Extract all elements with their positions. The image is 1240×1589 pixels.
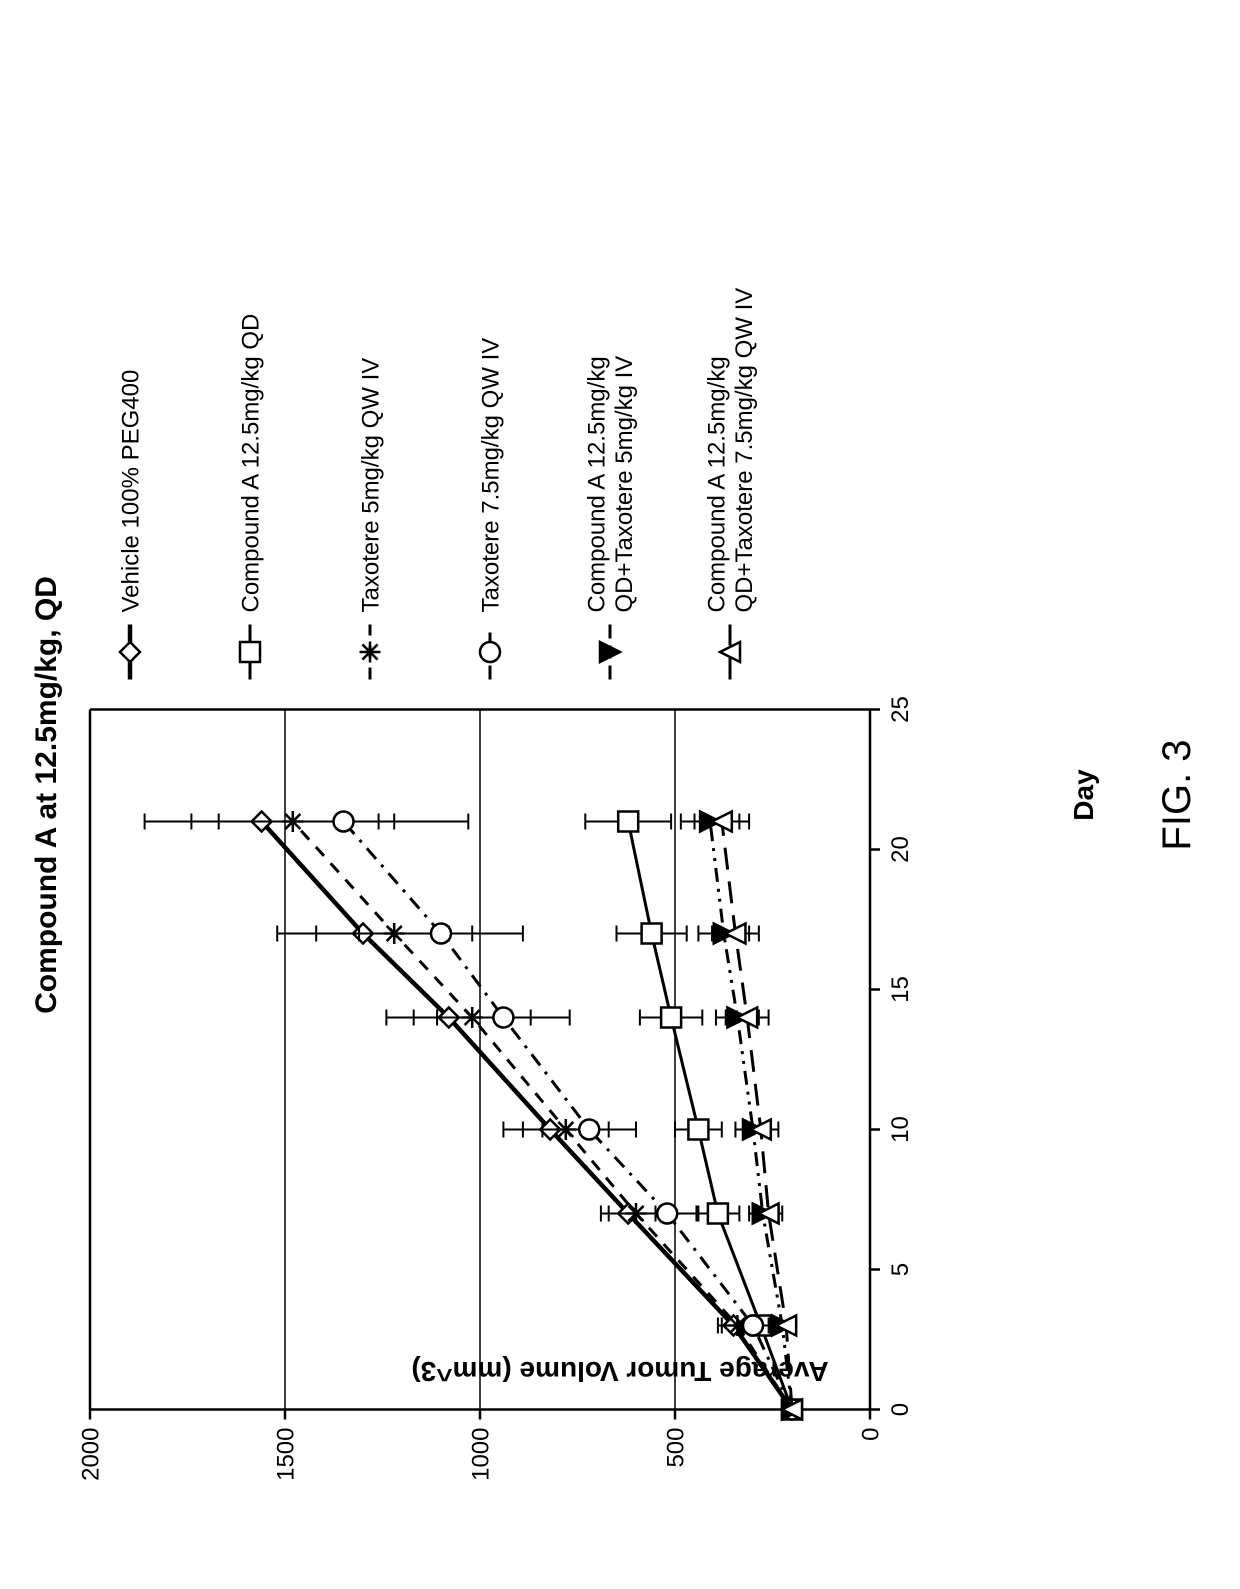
svg-text:20: 20 (887, 836, 914, 863)
svg-text:Taxotere 7.5mg/kg QW IV: Taxotere 7.5mg/kg QW IV (477, 337, 504, 612)
svg-text:1000: 1000 (467, 1427, 494, 1480)
svg-text:500: 500 (662, 1427, 689, 1467)
svg-text:10: 10 (887, 1116, 914, 1143)
svg-text:1500: 1500 (272, 1427, 299, 1480)
svg-text:0: 0 (857, 1427, 884, 1440)
x-axis-label: Day (1068, 0, 1100, 1589)
line-chart: 0 5 10 15 20 25 0 500 1000 1500 2000 Vehicle 100% P… (0, 0, 1000, 1589)
svg-text:2000: 2000 (77, 1427, 104, 1480)
svg-text:QD+Taxotere 5mg/kg IV: QD+Taxotere 5mg/kg IV (611, 355, 638, 612)
svg-text:Compound A 12.5mg/kg: Compound A 12.5mg/kg (704, 356, 731, 612)
svg-text:25: 25 (887, 696, 914, 723)
svg-text:Vehicle 100% PEG400: Vehicle 100% PEG400 (117, 369, 144, 612)
svg-text:Compound A 12.5mg/kg QD: Compound A 12.5mg/kg QD (237, 313, 264, 612)
svg-text:QD+Taxotere 7.5mg/kg QW IV: QD+Taxotere 7.5mg/kg QW IV (731, 287, 758, 612)
svg-text:Taxotere 5mg/kg QW IV: Taxotere 5mg/kg QW IV (357, 357, 384, 612)
svg-text:Compound A 12.5mg/kg: Compound A 12.5mg/kg (584, 356, 611, 612)
svg-text:0: 0 (887, 1402, 914, 1415)
landscape-figure-container: Compound A at 12.5mg/kg, QD Average Tumo… (0, 0, 1240, 1589)
svg-text:15: 15 (887, 976, 914, 1003)
figure-number-label: FIG. 3 (1155, 0, 1200, 1589)
svg-text:5: 5 (887, 1262, 914, 1275)
